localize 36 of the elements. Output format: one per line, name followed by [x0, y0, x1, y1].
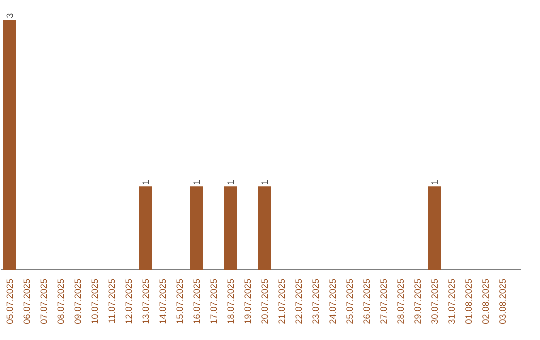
x-tick-label: 29.07.2025	[414, 279, 422, 324]
x-tick-label: 23.07.2025	[312, 279, 320, 324]
x-tick-label: 27.07.2025	[380, 279, 388, 324]
data-label: 1	[194, 180, 200, 184]
data-label: 3	[6, 14, 14, 18]
x-tick-label: 24.07.2025	[330, 279, 336, 324]
x-tick-label: 28.07.2025	[398, 279, 404, 324]
data-label: 1	[262, 180, 268, 184]
x-tick-label: 31.07.2025	[448, 279, 456, 324]
x-tick-label: 14.07.2025	[160, 279, 166, 324]
x-tick-label: 18.07.2025	[228, 279, 234, 324]
x-tick-label: 05.07.2025	[6, 279, 14, 324]
x-tick-label: 07.07.2025	[40, 279, 48, 324]
x-tick-label: 10.07.2025	[92, 279, 98, 324]
data-label: 1	[432, 180, 438, 184]
x-tick-label: 06.07.2025	[24, 279, 30, 324]
x-tick-label: 19.07.2025	[244, 279, 252, 324]
x-tick-label: 09.07.2025	[74, 279, 82, 324]
x-tick-label: 03.08.2025	[500, 279, 506, 324]
data-label: 1	[142, 180, 150, 184]
x-tick-label: 16.07.2025	[194, 279, 200, 324]
x-tick-label: 17.07.2025	[210, 279, 218, 324]
x-tick-label: 30.07.2025	[432, 279, 438, 324]
x-tick-label: 13.07.2025	[142, 279, 150, 324]
x-tick-label: 22.07.2025	[296, 279, 302, 324]
x-tick-label: 25.07.2025	[346, 279, 354, 324]
x-tick-label: 21.07.2025	[278, 279, 286, 324]
data-label: 1	[228, 180, 234, 184]
x-tick-label: 20.07.2025	[262, 279, 268, 324]
x-tick-label: 11.07.2025	[108, 279, 116, 323]
x-tick-label: 12.07.2025	[126, 279, 132, 324]
x-tick-label: 15.07.2025	[176, 279, 184, 324]
x-tick-label: 01.08.2025	[466, 279, 472, 324]
x-tick-label: 26.07.2025	[364, 279, 370, 324]
x-tick-label: 08.07.2025	[58, 279, 64, 324]
x-tick-label: 02.08.2025	[482, 279, 490, 324]
